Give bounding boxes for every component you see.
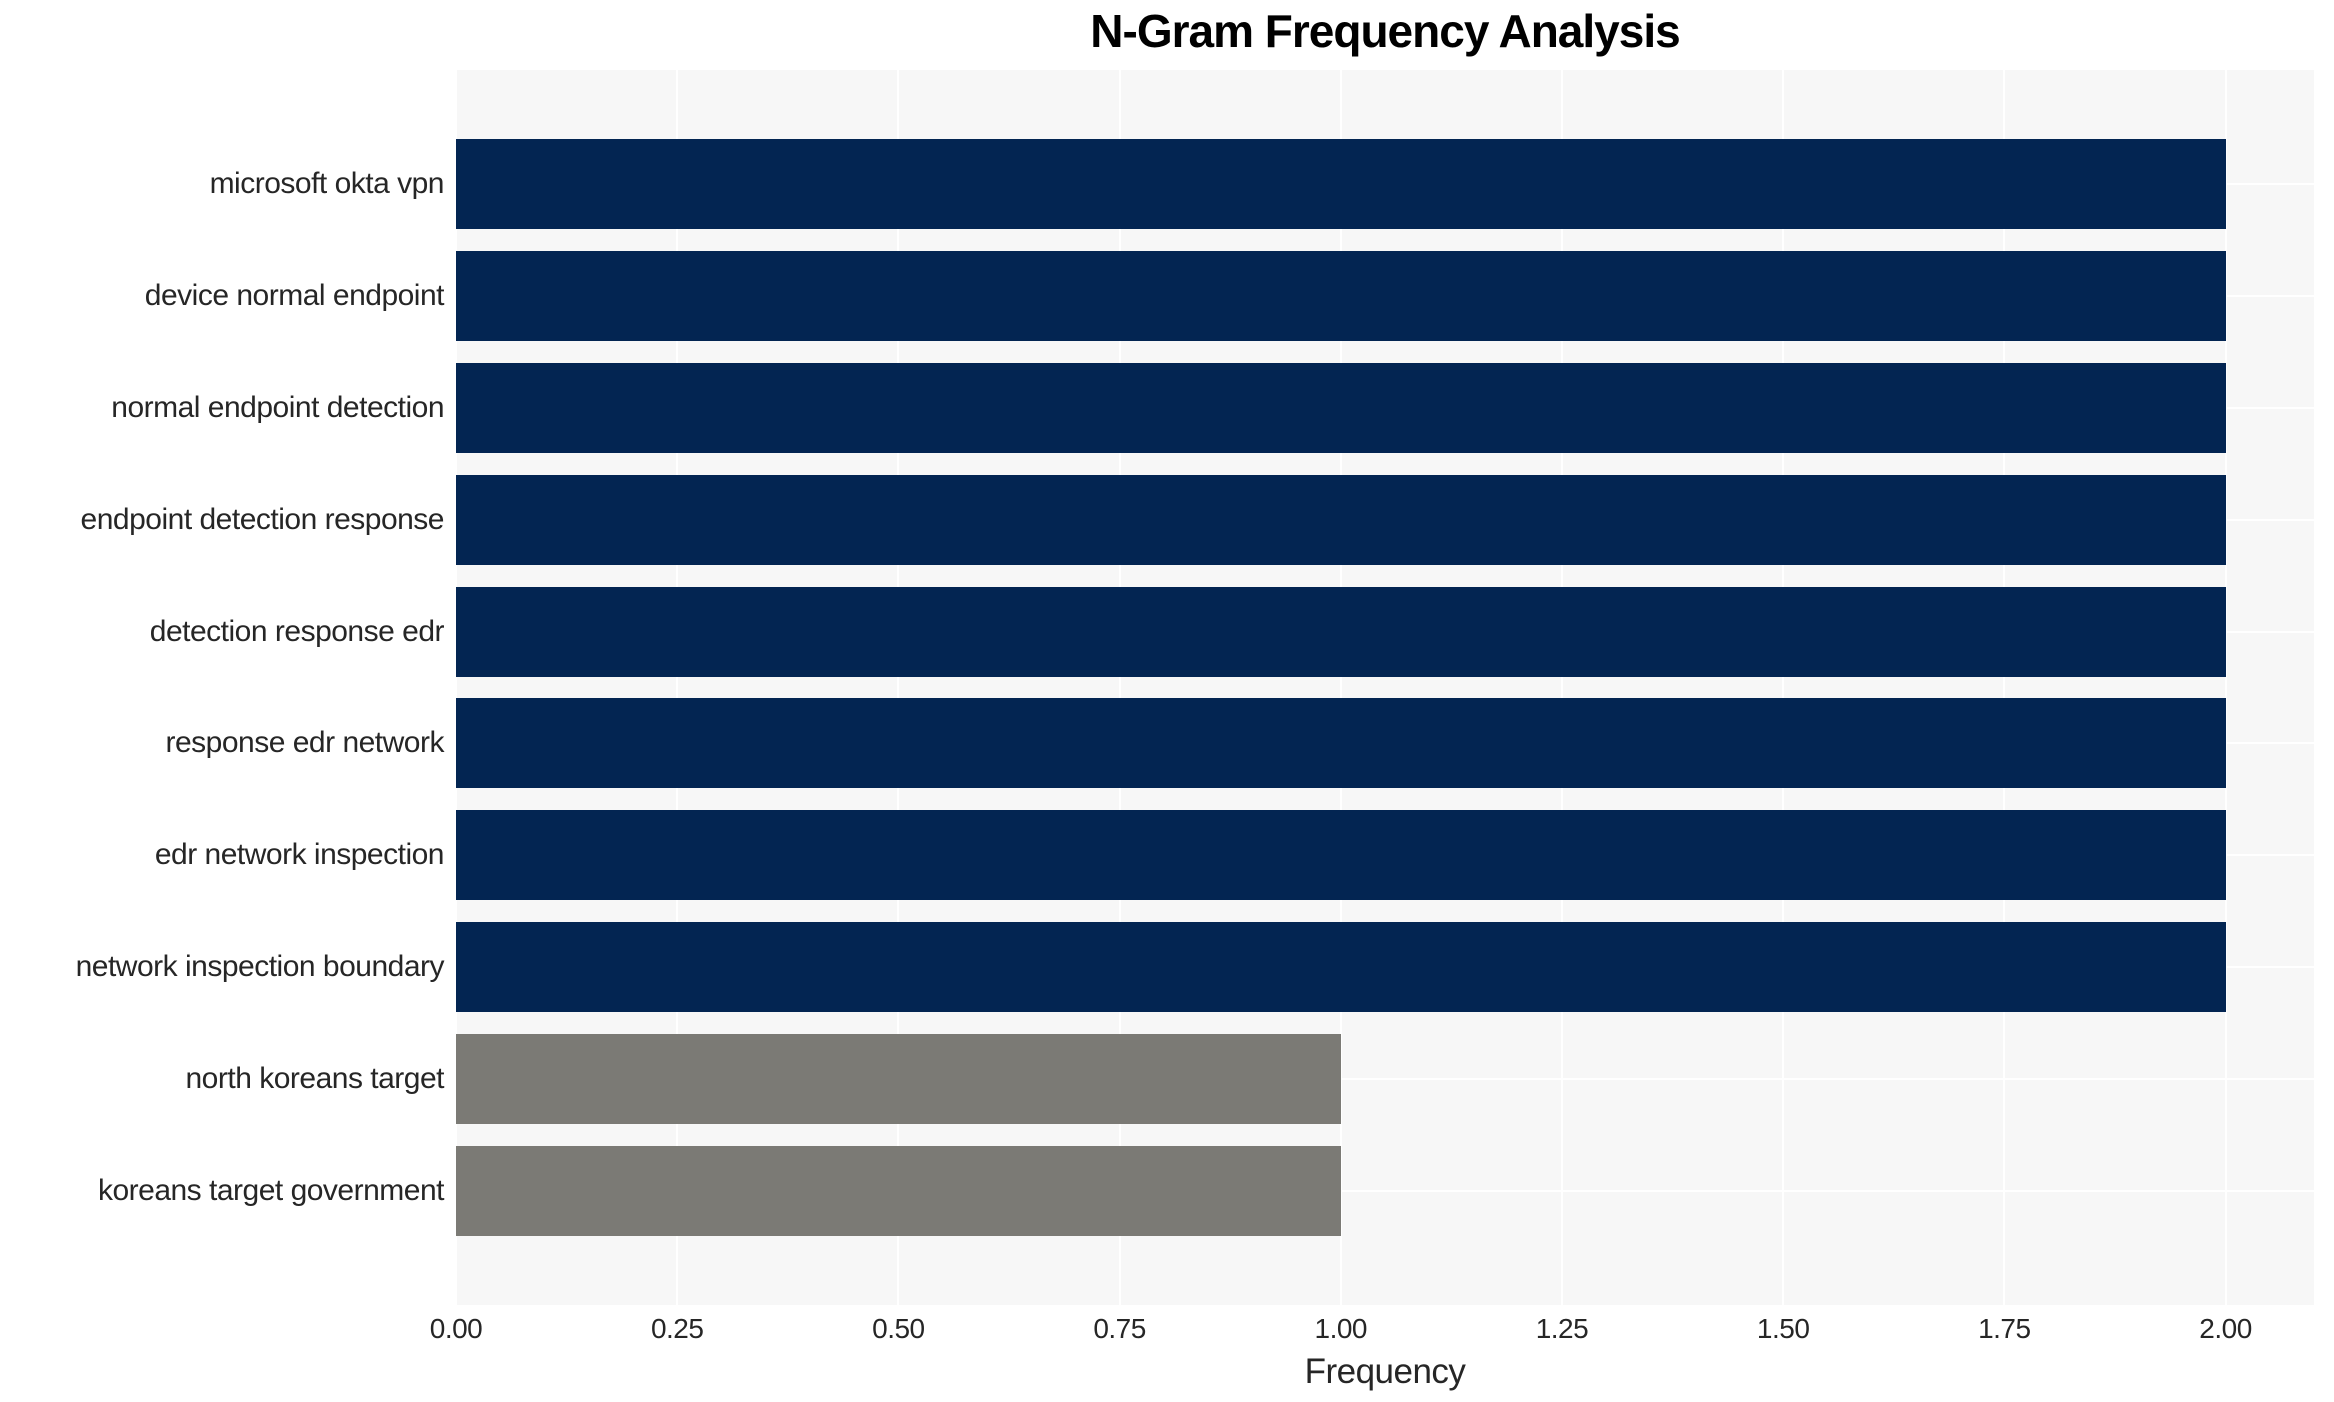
x-tick-label: 1.75 <box>1978 1313 2031 1344</box>
vertical-gridline <box>2224 70 2227 1305</box>
x-tick-label: 0.50 <box>872 1313 925 1344</box>
x-tick-label: 0.75 <box>1093 1313 1146 1344</box>
category-label-row: response edr network <box>0 688 445 800</box>
x-axis-title: Frequency <box>1304 1352 1466 1391</box>
category-label: north koreans target <box>185 1062 445 1096</box>
vertical-gridline <box>2003 70 2006 1305</box>
category-label: endpoint detection response <box>80 502 445 536</box>
y-axis-labels: microsoft okta vpn device normal endpoint… <box>0 70 445 1305</box>
category-label-row: edr network inspection <box>0 799 445 911</box>
x-tick-label: 1.25 <box>1535 1313 1589 1344</box>
horizontal-gridline <box>456 1078 2314 1081</box>
bar-row <box>456 128 2314 240</box>
bar-row <box>456 240 2314 352</box>
vertical-gridline <box>676 70 679 1305</box>
x-tick-label: 0.00 <box>429 1313 483 1344</box>
bar-row <box>456 911 2314 1023</box>
vertical-gridline <box>1118 70 1121 1305</box>
category-label: microsoft okta vpn <box>209 166 445 200</box>
x-axis-ticks: 0.00 0.25 0.50 0.75 1.00 1.25 1.50 1.75 2.00 <box>430 1313 2314 1349</box>
category-label-row: detection response edr <box>0 576 445 688</box>
category-label-row: north koreans target <box>0 1023 445 1135</box>
bar <box>456 922 2226 1013</box>
bar <box>456 1034 1341 1125</box>
category-label: network inspection boundary <box>75 950 445 984</box>
vertical-gridline <box>897 70 900 1305</box>
bar <box>456 1146 1341 1237</box>
bar-row <box>456 464 2314 576</box>
bar-row <box>456 352 2314 464</box>
category-label: normal endpoint detection <box>111 390 444 424</box>
category-label: detection response edr <box>149 614 445 648</box>
bar-row <box>456 1135 2314 1247</box>
x-tick-label: 0.25 <box>650 1313 704 1344</box>
bar-row <box>456 688 2314 800</box>
bar <box>456 250 2226 341</box>
category-label-row: network inspection boundary <box>0 911 445 1023</box>
x-tick-label: 2.00 <box>2199 1313 2252 1344</box>
category-label-row: microsoft okta vpn <box>0 128 445 240</box>
category-label-row: koreans target government <box>0 1135 445 1247</box>
bar <box>456 586 2226 677</box>
category-label: koreans target government <box>97 1174 445 1208</box>
bar <box>456 810 2226 901</box>
vertical-gridline <box>1782 70 1785 1305</box>
plot-area <box>455 70 2314 1305</box>
vertical-gridline <box>1560 70 1563 1305</box>
x-tick-label: 1.50 <box>1756 1313 1810 1344</box>
category-label: edr network inspection <box>154 838 445 872</box>
horizontal-gridline <box>456 1190 2314 1193</box>
bar <box>456 474 2226 565</box>
chart-title: N-Gram Frequency Analysis <box>1090 5 1680 57</box>
bar <box>456 138 2226 229</box>
bar-row <box>456 1023 2314 1135</box>
bar-row <box>456 576 2314 688</box>
bar <box>456 698 2226 789</box>
vertical-gridline <box>455 70 457 1305</box>
category-label: device normal endpoint <box>144 278 445 312</box>
bar-row <box>456 799 2314 911</box>
category-label-row: device normal endpoint <box>0 240 445 352</box>
category-label-row: endpoint detection response <box>0 464 445 576</box>
vertical-gridline <box>1339 70 1342 1305</box>
x-tick-label: 1.00 <box>1314 1313 1368 1344</box>
bar <box>456 362 2226 453</box>
bar-rows <box>456 70 2314 1305</box>
category-label-row: normal endpoint detection <box>0 352 444 464</box>
category-label: response edr network <box>165 726 445 760</box>
